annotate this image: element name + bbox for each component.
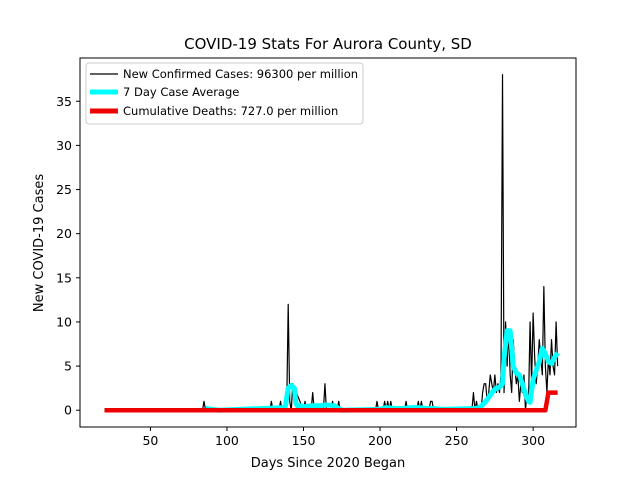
y-tick-label: 10 — [56, 314, 72, 329]
legend-label-new-cases: New Confirmed Cases: 96300 per million — [123, 67, 358, 81]
cumulative-deaths-line — [104, 390, 558, 413]
y-tick-label: 0 — [64, 403, 72, 418]
x-tick-label: 50 — [142, 433, 158, 448]
x-tick-label: 150 — [292, 433, 316, 448]
x-axis-ticks: 50 100 150 200 250 300 — [142, 427, 545, 448]
legend-box — [85, 62, 364, 125]
x-tick-label: 250 — [445, 433, 469, 448]
y-tick-label: 30 — [56, 138, 72, 153]
legend: New Confirmed Cases: 96300 per million 7 … — [85, 62, 364, 125]
y-axis-label: New COVID-19 Cases — [32, 174, 47, 312]
legend-label-seven-day-average: 7 Day Case Average — [123, 85, 239, 99]
chart-title: COVID-19 Stats For Aurora County, SD — [184, 35, 472, 53]
x-tick-label: 200 — [368, 433, 392, 448]
seven-day-average-line — [205, 328, 560, 413]
legend-label-cumulative-deaths: Cumulative Deaths: 727.0 per million — [123, 104, 338, 118]
y-tick-label: 20 — [56, 226, 72, 241]
y-tick-label: 15 — [56, 270, 72, 285]
x-tick-label: 300 — [521, 433, 545, 448]
x-tick-label: 100 — [215, 433, 239, 448]
y-tick-label: 25 — [56, 182, 72, 197]
y-tick-label: 35 — [56, 94, 72, 109]
y-axis-ticks: 0 5 10 15 20 25 30 35 — [56, 94, 80, 418]
y-tick-label: 5 — [64, 359, 72, 374]
series-layer — [104, 74, 560, 413]
x-axis-label: Days Since 2020 Began — [251, 456, 406, 471]
